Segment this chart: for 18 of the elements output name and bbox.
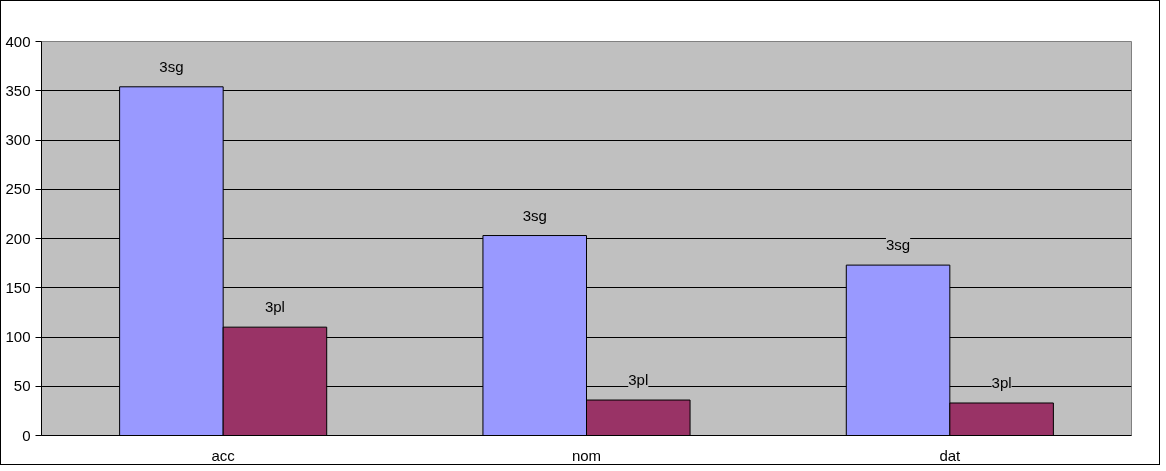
y-tick-label: 200 xyxy=(5,229,31,247)
y-tick-label: 250 xyxy=(5,180,31,198)
y-tick-label: 350 xyxy=(5,81,31,99)
text: 3pl xyxy=(991,373,1012,391)
series-label: 3pl xyxy=(264,298,285,316)
text: 3sg xyxy=(522,206,547,224)
y-tick-label: 0 xyxy=(22,426,31,444)
y-tick-label: 150 xyxy=(5,278,31,296)
text: 3sg xyxy=(885,236,911,254)
x-tick-label: acc xyxy=(211,446,236,464)
series-label: 3sg xyxy=(159,57,184,75)
y-tick-label: 300 xyxy=(5,131,31,148)
x-tick-label: nom xyxy=(571,446,602,464)
y-tick-label: 400 xyxy=(5,32,31,50)
y-tick-label: 50 xyxy=(13,377,31,395)
y-tick-label: 100 xyxy=(5,328,31,345)
text: 3pl xyxy=(628,371,649,389)
x-tick-label: dat xyxy=(939,446,962,464)
